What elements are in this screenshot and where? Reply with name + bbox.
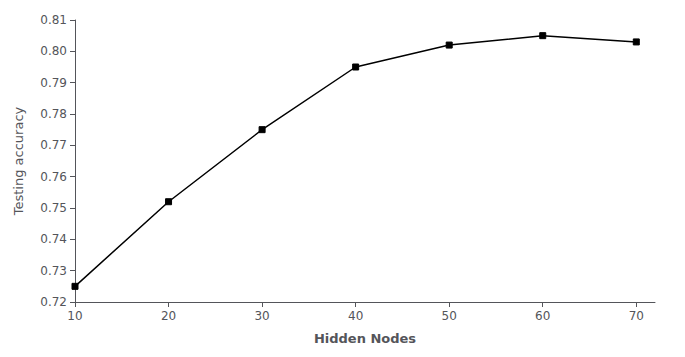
- svg-text:40: 40: [348, 309, 363, 323]
- svg-text:50: 50: [442, 309, 457, 323]
- svg-text:60: 60: [535, 309, 550, 323]
- svg-text:0.73: 0.73: [40, 264, 67, 278]
- svg-text:Testing accuracy: Testing accuracy: [11, 106, 26, 216]
- svg-text:0.78: 0.78: [40, 107, 67, 121]
- svg-text:0.74: 0.74: [40, 232, 67, 246]
- svg-text:10: 10: [67, 309, 82, 323]
- svg-text:Hidden Nodes: Hidden Nodes: [314, 331, 416, 346]
- svg-text:0.76: 0.76: [40, 170, 67, 184]
- svg-text:30: 30: [254, 309, 269, 323]
- svg-text:0.81: 0.81: [40, 13, 67, 27]
- svg-text:0.75: 0.75: [40, 201, 67, 215]
- svg-text:20: 20: [161, 309, 176, 323]
- svg-text:0.72: 0.72: [40, 295, 67, 309]
- svg-text:0.79: 0.79: [40, 76, 67, 90]
- svg-text:70: 70: [629, 309, 644, 323]
- svg-text:0.80: 0.80: [40, 44, 67, 58]
- svg-text:0.77: 0.77: [40, 138, 67, 152]
